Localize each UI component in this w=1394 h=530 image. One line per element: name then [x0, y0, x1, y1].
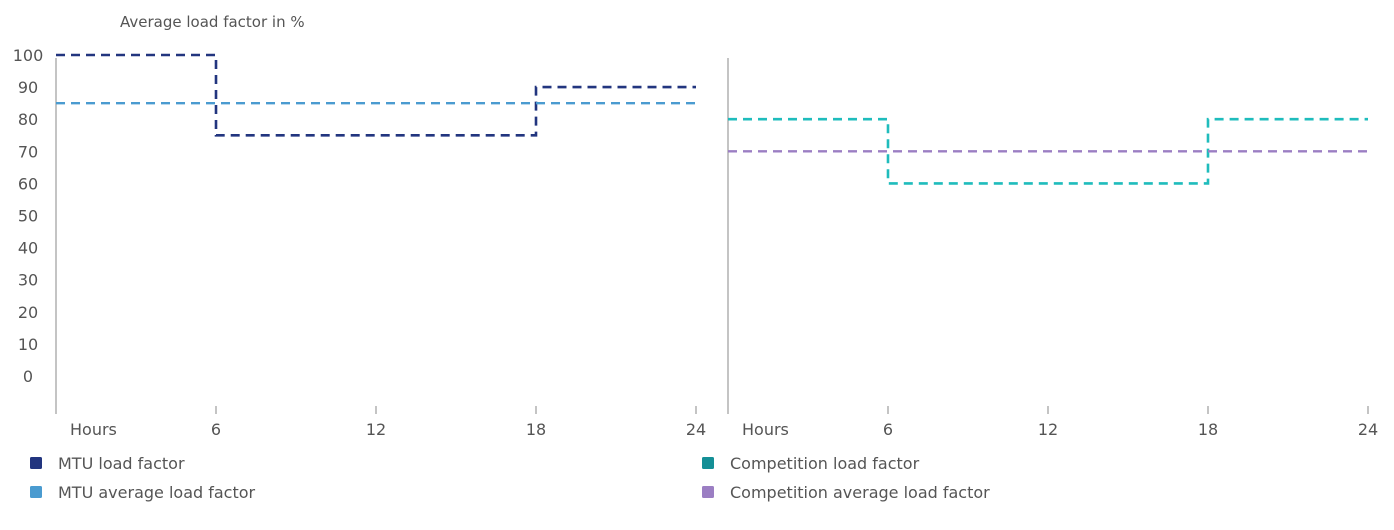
y-tick-label: 30 [18, 271, 38, 290]
x-tick-label: 6 [211, 420, 221, 439]
chart-panels: Hours 6 12 18 24 Hours 6 12 18 24 [55, 53, 1378, 439]
y-tick-label: 50 [18, 207, 38, 226]
y-tick-label: 10 [18, 335, 38, 354]
series-line-1-1 [56, 53, 696, 137]
y-tick-label: 70 [18, 142, 38, 161]
chart-panel-1: Hours 6 12 18 24 [55, 53, 706, 439]
legend-swatch [702, 457, 714, 469]
y-tick-label: 0 [23, 367, 33, 386]
y-tick-label: 90 [18, 78, 38, 97]
x-axis-label: Hours [70, 420, 117, 439]
x-tick-label: 24 [686, 420, 706, 439]
legend-swatch [30, 486, 42, 498]
y-tick-label: 80 [18, 110, 38, 129]
y-tick-label: 40 [18, 239, 38, 258]
legend-label: Competition load factor [730, 454, 920, 473]
x-tick-label: 18 [526, 420, 546, 439]
y-tick-label: 20 [18, 303, 38, 322]
legend-label: MTU load factor [58, 454, 185, 473]
y-tick-label: 100 [13, 46, 44, 65]
x-axis-label: Hours [742, 420, 789, 439]
legend-swatch [30, 457, 42, 469]
x-tick-label: 12 [1038, 420, 1058, 439]
series-line-2-1 [728, 117, 1368, 185]
x-tick-label: 24 [1358, 420, 1378, 439]
legend: MTU load factor MTU average load factor Co… [30, 454, 990, 502]
legend-label: MTU average load factor [58, 483, 256, 502]
legend-label: Competition average load factor [730, 483, 990, 502]
chart-title: Average load factor in % [120, 13, 305, 31]
y-tick-label: 60 [18, 174, 38, 193]
x-tick-label: 18 [1198, 420, 1218, 439]
legend-swatch [702, 486, 714, 498]
x-tick-label: 12 [366, 420, 386, 439]
x-tick-label: 6 [883, 420, 893, 439]
chart-panel-2: Hours 6 12 18 24 [727, 58, 1378, 439]
